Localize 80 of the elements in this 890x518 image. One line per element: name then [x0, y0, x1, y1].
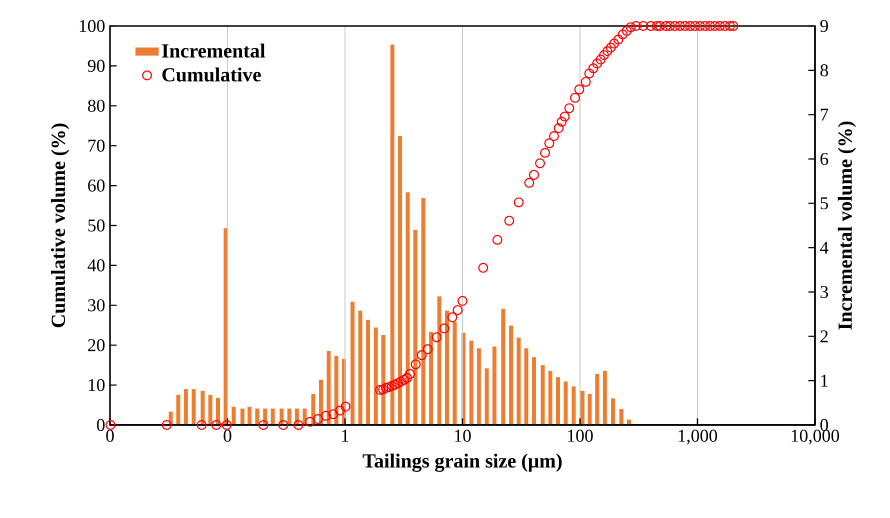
- bar: [413, 230, 418, 425]
- bar: [326, 350, 331, 425]
- bar: [270, 408, 275, 425]
- bar: [208, 394, 212, 425]
- bar: [358, 310, 362, 425]
- y2-axis-title: Incremental volume (%): [838, 122, 856, 330]
- bar: [287, 408, 292, 425]
- x-tick-label: 100: [568, 430, 593, 442]
- y-tick-label: 20: [88, 339, 105, 352]
- bar: [540, 365, 545, 425]
- y2-tick-label: 2: [820, 330, 828, 342]
- y2-tick-label: 3: [820, 286, 828, 298]
- bar: [366, 320, 370, 425]
- bar: [484, 368, 489, 425]
- bar: [524, 348, 528, 425]
- bar: [398, 136, 402, 425]
- bar: [240, 408, 244, 425]
- bar: [602, 370, 607, 425]
- bar: [421, 198, 426, 425]
- y-axis-title: Cumulative volume (%): [51, 124, 70, 328]
- x-tick-label: 10,000: [792, 430, 840, 444]
- bar: [611, 398, 616, 425]
- bar: [501, 308, 506, 425]
- bar: [184, 389, 188, 425]
- bar: [350, 302, 355, 425]
- y-tick-label: 80: [88, 100, 105, 112]
- bar: [176, 394, 180, 425]
- bar: [492, 346, 496, 425]
- y2-tick-label: 0: [820, 418, 828, 432]
- bar: [232, 406, 236, 425]
- y-tick-label: 90: [88, 60, 105, 72]
- bar: [334, 356, 338, 425]
- bar: [248, 406, 252, 425]
- bar: [255, 408, 260, 425]
- bar: [619, 409, 624, 425]
- x-tick-label: 0: [224, 430, 232, 442]
- y2-tick-label: 5: [820, 197, 828, 210]
- bar: [509, 326, 514, 425]
- bar: [580, 390, 584, 425]
- bar: [192, 389, 196, 425]
- bar: [564, 382, 568, 425]
- x-tick-label: 1: [342, 430, 348, 442]
- bar: [429, 332, 434, 425]
- y-tick-label: 0: [96, 418, 105, 432]
- x-tick-label: 1,000: [678, 430, 718, 444]
- bar: [374, 327, 378, 425]
- y2-tick-label: 9: [820, 20, 828, 32]
- y2-tick-label: 4: [820, 242, 828, 254]
- bar: [437, 296, 442, 425]
- y-tick-label: 50: [88, 219, 105, 232]
- legend-label: Cumulative: [162, 67, 261, 82]
- x-axis-title: Tailings grain size (μm): [362, 454, 562, 472]
- bar: [390, 44, 394, 425]
- bar: [476, 348, 481, 425]
- bar: [516, 338, 521, 425]
- y-tick-label: 100: [80, 20, 105, 32]
- x-tick-label: 10: [455, 430, 471, 442]
- legend-label: Incremental: [162, 44, 266, 58]
- y-tick-label: 70: [88, 140, 105, 152]
- y2-tick-label: 8: [820, 64, 828, 76]
- bar: [444, 310, 449, 425]
- bar: [469, 340, 474, 425]
- bar: [452, 322, 457, 425]
- y2-tick-label: 7: [820, 108, 828, 121]
- y2-tick-label: 6: [820, 152, 828, 166]
- bar: [216, 398, 220, 425]
- y2-tick-label: 1: [821, 374, 828, 387]
- y-tick-label: 60: [88, 180, 105, 192]
- bar: [548, 370, 552, 425]
- bar: [200, 390, 205, 425]
- bar: [532, 357, 536, 425]
- bar: [588, 394, 592, 425]
- y-tick-label: 30: [88, 299, 105, 312]
- bar: [595, 374, 600, 425]
- y-tick-label: 40: [88, 259, 105, 272]
- bar: [406, 192, 410, 425]
- bar: [556, 377, 560, 425]
- x-tick-label: 0: [106, 430, 114, 442]
- y-tick-label: 10: [88, 379, 105, 392]
- bar: [572, 386, 576, 425]
